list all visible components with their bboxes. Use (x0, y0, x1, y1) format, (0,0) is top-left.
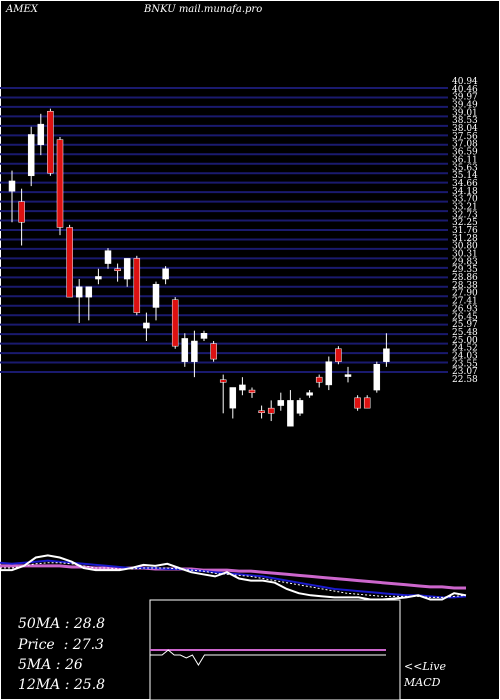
candle-body (277, 400, 285, 406)
price-tick-label: 40.46 (452, 85, 478, 95)
candle-body (56, 139, 64, 228)
price-tick-label: 31.76 (452, 226, 478, 236)
price-tick-label: 34.66 (452, 179, 478, 189)
candle-body (315, 376, 323, 383)
stat-ma5: 5MA : 26 (18, 657, 83, 673)
indicator-lines (0, 554, 467, 601)
price-tick-label: 30.31 (452, 250, 478, 260)
price-tick-label: 37.56 (452, 132, 478, 142)
price-tick-label: 24.52 (452, 344, 478, 354)
ma-pink-line (0, 564, 466, 590)
price-tick-label: 28.38 (452, 281, 478, 291)
candle-body (171, 299, 179, 347)
candle-body (191, 340, 198, 362)
candle-body (335, 348, 342, 362)
price-tick-label: 36.59 (452, 148, 478, 158)
candle-body (258, 410, 265, 413)
candle-body (133, 258, 141, 313)
candle-body (325, 361, 333, 386)
price-tick-label: 38.04 (452, 124, 478, 134)
stat-ma12: 12MA : 25.8 (18, 677, 106, 693)
candle-body (152, 283, 160, 308)
candle-body (181, 338, 189, 362)
macd-label: MACD (404, 676, 441, 689)
candle-body (229, 387, 237, 409)
candle-body (296, 400, 304, 414)
candle-body (47, 110, 54, 174)
candle-body (66, 227, 73, 298)
price-tick-label: 39.01 (452, 108, 478, 118)
symbol-site-label: BNKU mail.munafa.pro (144, 4, 263, 15)
price-tick-label: 32.25 (452, 218, 478, 228)
candle-body (354, 397, 361, 409)
price-tick-label: 27.90 (452, 289, 478, 299)
candle-body (37, 123, 45, 146)
price-tick-label: 26.93 (452, 304, 478, 314)
price-tick-label: 40.94 (452, 77, 478, 87)
stat-ma50: 50MA : 28.8 (18, 616, 106, 632)
price-tick-label: 23.07 (452, 367, 478, 377)
ma-blue-line (0, 559, 467, 599)
exchange-label: AMEX (6, 4, 38, 15)
candle-body (267, 407, 275, 414)
price-tick-label: 30.80 (452, 242, 478, 252)
price-tick-label: 36.11 (452, 155, 478, 165)
price-tick-label: 29.35 (452, 265, 478, 275)
price-tick-label: 35.14 (452, 171, 478, 181)
price-tick-label: 25.97 (452, 320, 478, 330)
price-tick-label: 31.28 (452, 234, 478, 244)
macd-live-label: <<Live (404, 660, 446, 673)
candle-body (306, 392, 313, 396)
price-tick-label: 23.55 (452, 359, 478, 369)
candle-body (75, 286, 83, 298)
price-tick-labels: 40.9440.4639.9739.4939.0138.5338.0437.56… (452, 77, 478, 385)
price-tick-label: 29.83 (452, 257, 478, 267)
candle-body (104, 250, 112, 264)
candle-body (373, 364, 381, 391)
stat-price: Price : 27.3 (18, 637, 104, 653)
price-tick-label: 37.08 (452, 140, 478, 150)
candle-body (27, 134, 35, 177)
price-tick-label: 34.18 (452, 187, 478, 197)
candle-body (210, 343, 217, 360)
candle-body (8, 180, 16, 192)
candle-body (287, 400, 294, 427)
macd-line (150, 649, 386, 666)
candle-body (123, 258, 131, 280)
price-grid (0, 87, 448, 373)
price-tick-label: 24.03 (452, 351, 478, 361)
price-tick-label: 32.73 (452, 210, 478, 220)
price-tick-label: 33.21 (452, 202, 478, 212)
price-tick-label: 39.49 (452, 101, 478, 111)
candle-body (248, 389, 256, 393)
price-tick-label: 25.48 (452, 328, 478, 338)
price-line (0, 554, 467, 601)
candle-body (85, 286, 93, 298)
candle-body (162, 268, 169, 280)
candle-body (344, 374, 352, 377)
candle-body (200, 333, 208, 339)
macd-panel (149, 599, 401, 700)
price-tick-label: 35.63 (452, 163, 478, 173)
price-tick-label: 27.41 (452, 297, 478, 307)
candles (8, 108, 390, 427)
candle-body (219, 379, 227, 383)
candle-body (143, 322, 150, 329)
price-tick-label: 28.86 (452, 273, 478, 283)
candle-body (239, 384, 246, 391)
price-tick-label: 39.97 (452, 93, 478, 103)
candle-body (363, 397, 371, 409)
price-tick-label: 25.00 (452, 336, 478, 346)
candle-body (18, 201, 25, 223)
candle-body (95, 276, 102, 280)
price-tick-label: 33.70 (452, 195, 478, 205)
candle-body (114, 268, 121, 271)
price-tick-label: 26.45 (452, 312, 478, 322)
candle-body (383, 348, 390, 362)
price-tick-label: 22.58 (452, 375, 478, 385)
price-tick-label: 38.53 (452, 116, 478, 126)
